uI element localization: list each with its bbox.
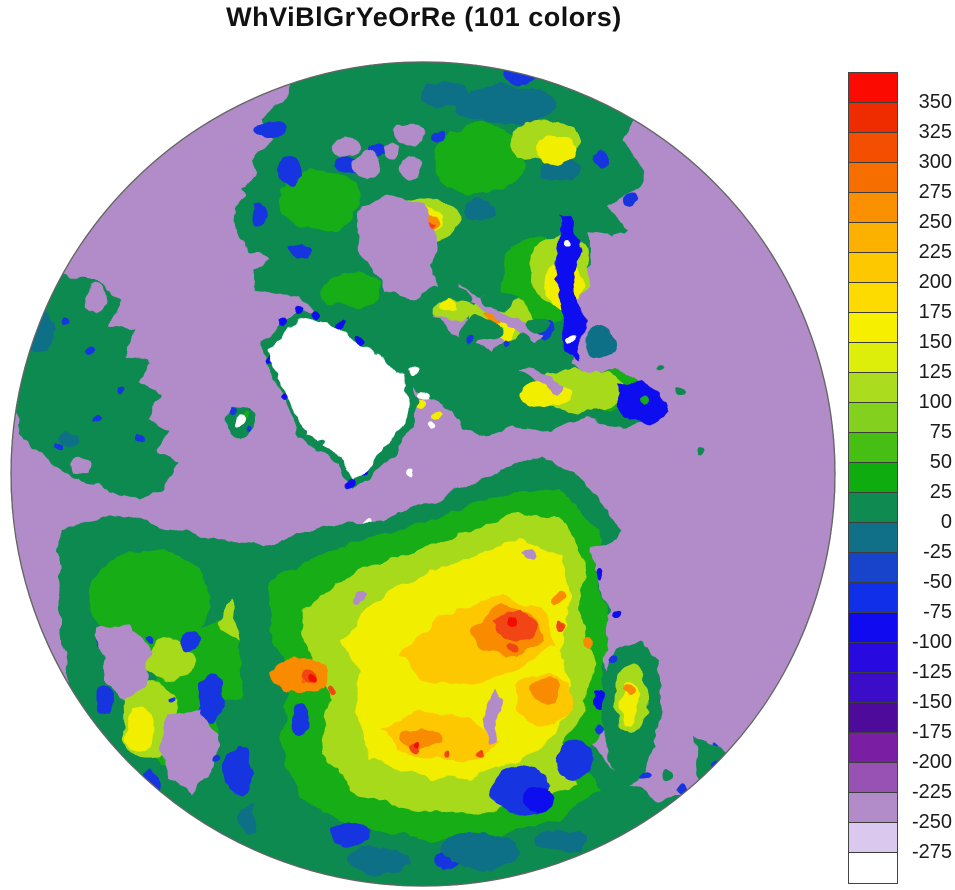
colorbar-tick-label: -175 [911, 721, 952, 743]
colorbar-tick-label: -75 [923, 601, 952, 623]
iceland [226, 407, 258, 437]
colorbar-tick-label: 125 [918, 361, 952, 383]
north-landmass [232, 62, 660, 436]
colorbar-tick-label: 100 [918, 391, 952, 413]
east-coast-blue-strip [555, 215, 585, 360]
colorbar-box [849, 253, 897, 283]
colorbar-box [849, 103, 897, 133]
colorbar-box [849, 583, 897, 613]
colorbar-tick-labels: 350 325 300 275 250 225 200 175 150 125 100 75 50 25 0… [900, 72, 952, 884]
colorbar-tick-label: -125 [911, 661, 952, 683]
colorbar-tick-label: -150 [911, 691, 952, 713]
colorbar-box [849, 823, 897, 853]
colorbar-tick-label: -100 [911, 631, 952, 653]
colorbar-tick-label: 250 [918, 211, 952, 233]
colorbar-box [849, 133, 897, 163]
colorbar-tick-label: -275 [911, 841, 952, 863]
baikal-lake [485, 690, 500, 745]
colorbar-box [849, 793, 897, 823]
colorbar-box [849, 553, 897, 583]
colorbar-box [849, 343, 897, 373]
map-rim [10, 61, 836, 887]
colorbar-box [849, 433, 897, 463]
colorbar-tick-label: 150 [918, 331, 952, 353]
hudson-bay [355, 195, 438, 300]
colorbar-box [849, 523, 897, 553]
colorbar-box [849, 403, 897, 433]
colorbar-box [849, 703, 897, 733]
baltic-inlet-1 [98, 625, 150, 700]
colorbar-tick-label: 225 [918, 241, 952, 263]
colorbar-box [849, 163, 897, 193]
colorbar-box [849, 613, 897, 643]
siberia [230, 455, 745, 886]
map-content [11, 62, 790, 886]
colorbar-box [849, 193, 897, 223]
baltic-inlet-2 [162, 710, 218, 795]
colorbar-tick-label: 325 [918, 121, 952, 143]
colorbar-tick-label: 75 [929, 421, 952, 443]
colorbar-tick-label: 50 [929, 451, 952, 473]
colorbar-tick-label: -225 [911, 781, 952, 803]
colorbar [848, 72, 898, 884]
colorbar-box [849, 733, 897, 763]
colorbar-box [849, 313, 897, 343]
greenland-ice-sheet [268, 320, 412, 478]
great-lakes-cluster [331, 125, 424, 180]
colorbar-box [849, 283, 897, 313]
plot-title: WhViBlGrYeOrRe (101 colors) [226, 2, 622, 32]
colorbar-box [849, 673, 897, 703]
colorbar-box [849, 493, 897, 523]
kamchatka [596, 571, 662, 790]
colorbar-box [849, 643, 897, 673]
colorbar-tick-label: 275 [918, 181, 952, 203]
colorbar-tick-label: 175 [918, 301, 952, 323]
colorbar-box [849, 463, 897, 493]
colorbar-tick-label: 0 [940, 511, 952, 533]
colorbar-tick-label: -250 [911, 811, 952, 833]
colorbar-tick-label: 300 [918, 151, 952, 173]
colorbar-tick-label: -50 [923, 571, 952, 593]
colorbar-tick-label: -200 [911, 751, 952, 773]
colorbar-box [849, 853, 897, 883]
colorbar-box [849, 373, 897, 403]
okhotsk-sea-carve [590, 540, 790, 740]
colorbar-tick-label: -25 [923, 541, 952, 563]
greenland [262, 308, 420, 488]
colorbar-tick-label: 25 [929, 481, 952, 503]
colorbar-tick-label: 350 [918, 91, 952, 113]
colorbar-box [849, 223, 897, 253]
colorbar-box [849, 73, 897, 103]
arctic-archipelago [398, 286, 547, 429]
colorbar-tick-label: 200 [918, 271, 952, 293]
colorbar-box [849, 763, 897, 793]
arctic-islands-east [615, 367, 704, 456]
